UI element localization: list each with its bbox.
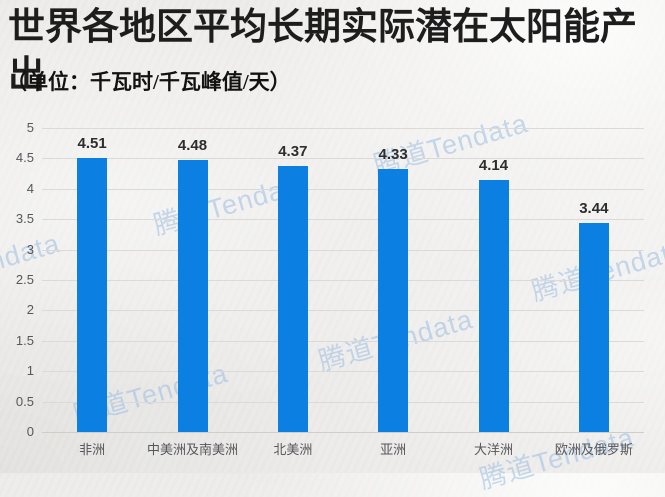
gridline xyxy=(42,219,644,221)
gridline xyxy=(42,280,644,281)
bar-value-label: 4.14 xyxy=(478,157,509,175)
gridline xyxy=(42,432,644,433)
bar-value-label: 4.37 xyxy=(278,143,308,161)
bar-value-label: 4.51 xyxy=(77,134,107,152)
chart-canvas: 腾道Tendata 腾道Tendata 腾道Tendata 腾道Tendata … xyxy=(0,7,665,495)
bar-北美洲 xyxy=(277,166,308,432)
y-axis-tick-label: 0.5 xyxy=(15,393,34,409)
x-axis-category-label: 大洋洲 xyxy=(473,442,513,457)
gridline xyxy=(42,310,644,312)
x-axis-category-label: 中美洲及南美洲 xyxy=(146,442,238,457)
x-axis-category-label: 北美洲 xyxy=(273,442,313,457)
x-axis-category-label: 欧洲及俄罗斯 xyxy=(554,442,633,457)
x-axis-category-label: 亚洲 xyxy=(380,442,407,457)
y-axis-tick-label: 3.5 xyxy=(15,211,34,227)
chart-unit-subtitle: （单位：千瓦时/千瓦峰值/天） xyxy=(6,70,291,94)
gridline xyxy=(42,340,644,342)
y-axis-tick-label: 4 xyxy=(26,180,34,196)
y-axis-tick-label: 5 xyxy=(26,120,34,135)
x-axis-category-label: 非洲 xyxy=(79,442,106,457)
gridline xyxy=(42,371,644,373)
gridline xyxy=(42,249,644,251)
bar-非洲 xyxy=(77,157,108,432)
bar-中美洲及南美洲 xyxy=(177,159,208,432)
bar-亚洲 xyxy=(378,168,409,432)
y-axis-tick-label: 2 xyxy=(26,302,34,318)
y-axis-tick-label: 2.5 xyxy=(15,272,34,287)
bar-value-label: 4.33 xyxy=(378,145,408,163)
y-axis-tick-label: 1 xyxy=(26,363,34,379)
y-axis-tick-label: 1.5 xyxy=(15,332,34,348)
bar-欧洲及俄罗斯 xyxy=(578,222,609,432)
y-axis-tick-label: 3 xyxy=(26,241,34,257)
bar-chart-plot-area: 0 0.5 1 1.5 2 2.5 3 3.5 4 4.5 5 4.51 非洲 4.48 中美洲及南美洲 4.… xyxy=(15,120,644,457)
bar-value-label: 4.48 xyxy=(177,136,208,154)
gridline xyxy=(42,158,644,160)
gridline xyxy=(42,401,644,403)
bar-value-label: 3.44 xyxy=(579,199,609,217)
bar-大洋洲 xyxy=(478,180,509,432)
gridline xyxy=(42,188,644,190)
gridline xyxy=(42,128,644,129)
y-axis-tick-label: 4.5 xyxy=(15,150,34,166)
chart-title: 世界各地区平均长期实际潜在太阳能产出 xyxy=(8,7,637,97)
y-axis-tick-label: 0 xyxy=(26,424,34,439)
